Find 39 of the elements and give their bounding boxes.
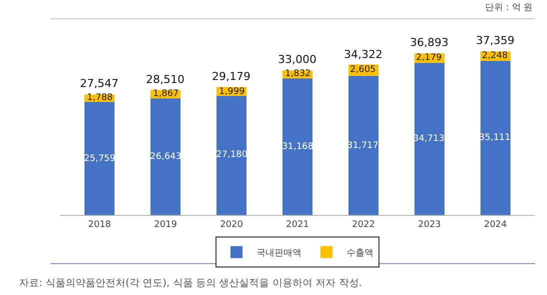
bar [84,102,114,215]
total-label: 36,893 [410,36,448,49]
legend-label: 국내판매액 [256,248,302,259]
x-tick-label: 2020 [220,220,244,230]
total-label: 34,322 [344,48,382,61]
text: 단위 : 억 원 [485,3,533,13]
total-label: 29,179 [212,70,250,83]
total-label: 28,510 [146,73,184,86]
data-label: 1,832 [285,69,311,79]
bar [216,96,246,215]
x-tick-label: 2022 [352,220,375,230]
data-label: 1,788 [87,93,114,103]
data-label: 31,168 [282,142,314,152]
x-tick-label: 2023 [418,220,441,230]
data-label: 2,248 [482,51,508,61]
data-label: 26,643 [150,152,182,162]
bar [414,62,444,215]
bar [150,98,180,215]
text: 자료: 식품의약품안전처(각 연도), 식품 등의 생산실적을 이용하여 저자 작성. [19,278,362,289]
bar [480,61,510,215]
data-label: 27,180 [216,150,248,160]
total-label: 27,547 [80,77,118,90]
data-label: 34,713 [413,134,444,144]
x-tick-label: 2024 [484,220,508,230]
x-tick-label: 2018 [88,220,112,230]
bar [282,78,312,215]
x-tick-label: 2019 [154,220,178,230]
data-label: 25,759 [84,154,116,164]
total-label: 37,359 [476,34,514,47]
data-label: 2,605 [350,65,376,75]
data-label: 35,111 [479,133,510,143]
data-label: 1,999 [219,87,246,97]
data-label: 2,179 [416,53,442,63]
data-label: 31,717 [347,141,378,151]
bar [348,76,378,215]
legend-label: 수출액 [346,248,374,259]
total-label: 33,000 [278,53,316,66]
data-label: 1,867 [153,89,179,99]
x-tick-label: 2021 [286,220,309,230]
